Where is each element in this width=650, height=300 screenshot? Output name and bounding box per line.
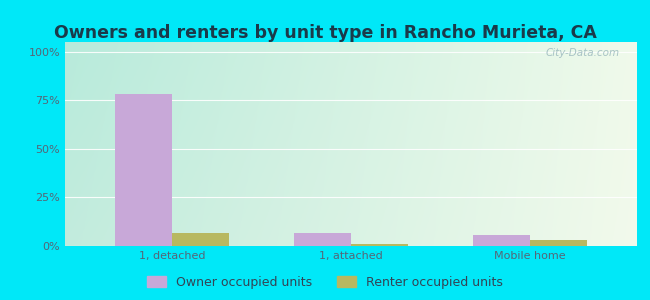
Bar — [530, 240, 587, 246]
Bar — [115, 94, 172, 246]
Text: Owners and renters by unit type in Rancho Murieta, CA: Owners and renters by unit type in Ranch… — [53, 24, 597, 42]
Bar — [294, 233, 351, 246]
Bar — [351, 244, 408, 246]
Bar — [172, 233, 229, 246]
Legend: Owner occupied units, Renter occupied units: Owner occupied units, Renter occupied un… — [142, 271, 508, 294]
Bar — [473, 235, 530, 246]
Text: City-Data.com: City-Data.com — [546, 48, 620, 58]
